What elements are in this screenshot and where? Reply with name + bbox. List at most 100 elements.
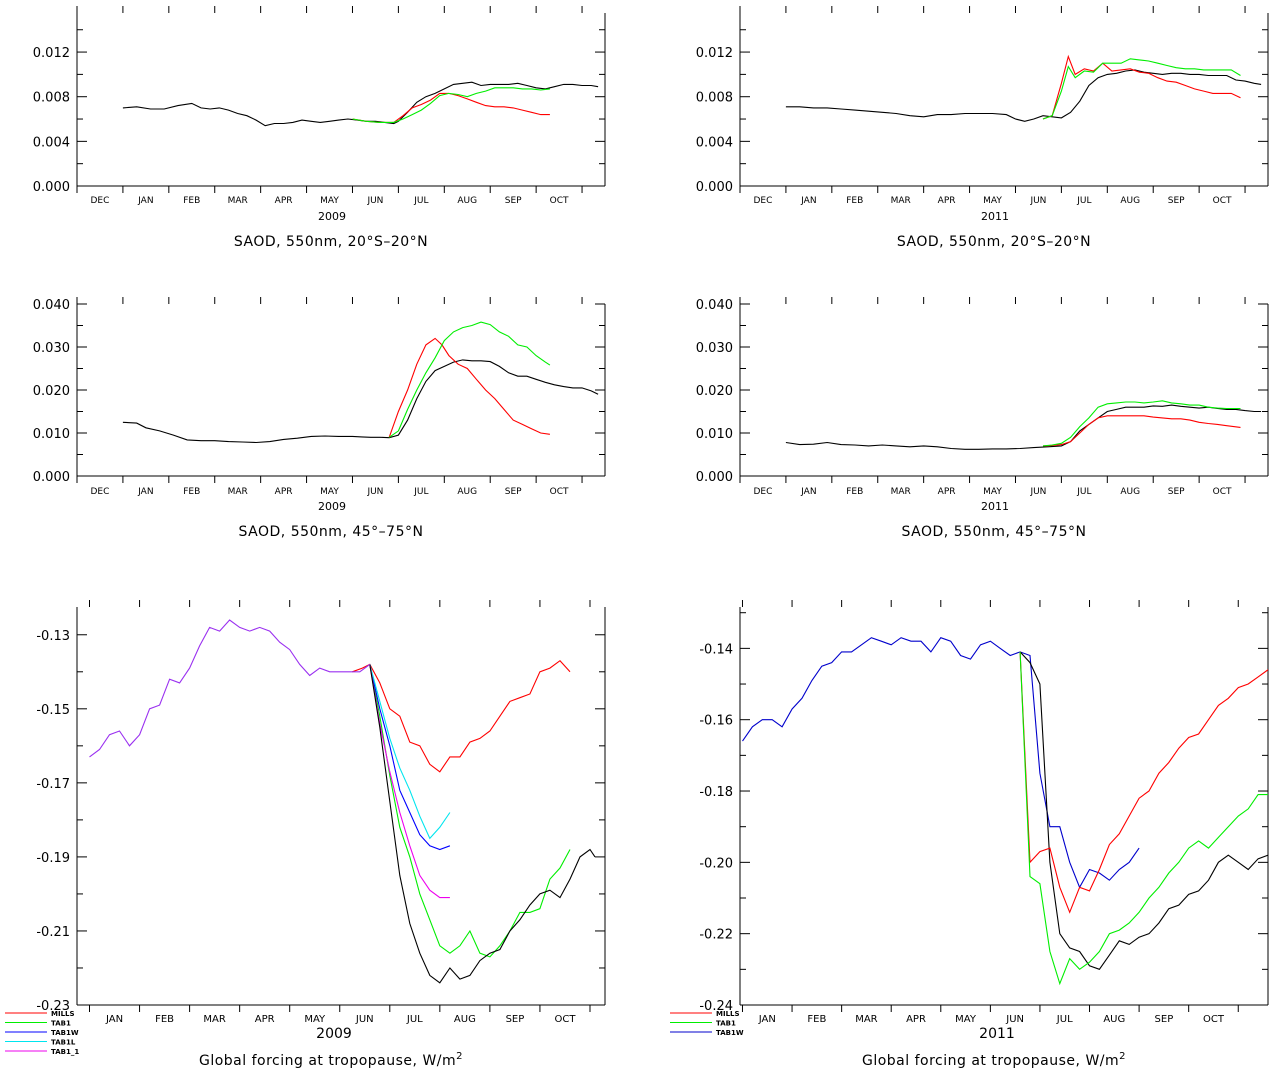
y-tick-label: -0.24 — [699, 999, 733, 1014]
legend-label: TAB1W — [51, 1029, 79, 1037]
month-label: MAR — [891, 196, 911, 206]
series-line — [1042, 400, 1241, 447]
month-label: AUG — [1120, 487, 1140, 497]
y-tick-label: -0.22 — [699, 928, 733, 943]
month-label: MAY — [320, 196, 339, 206]
month-label: OCT — [1203, 1014, 1225, 1025]
legend-label: TAB1 — [51, 1020, 71, 1028]
series-line — [388, 337, 550, 438]
month-label: MAR — [855, 1014, 877, 1025]
month-label: JUN — [355, 1014, 374, 1025]
month-label: JUL — [413, 196, 428, 206]
series-line — [1019, 651, 1268, 970]
month-label: JUL — [1056, 1014, 1073, 1025]
year-label: 2011 — [981, 500, 1009, 513]
y-tick-label: -0.16 — [699, 714, 733, 729]
month-label: APR — [906, 1014, 926, 1025]
month-label: JAN — [800, 196, 816, 206]
month-label: JAN — [800, 487, 816, 497]
series-line — [388, 321, 551, 438]
y-tick-label: 0.000 — [33, 470, 70, 485]
series-line — [122, 359, 599, 444]
month-label: APR — [275, 487, 293, 497]
caption-text: Global forcing at tropopause, W/m — [862, 1053, 1119, 1069]
legend-label: MILLS — [51, 1010, 75, 1018]
month-label: SEP — [506, 1014, 525, 1025]
series-line — [122, 81, 599, 127]
series-line — [1019, 651, 1268, 914]
caption-text: SAOD, 550nm, 20°S–20°N — [234, 234, 428, 250]
y-tick-label: 0.004 — [696, 135, 733, 150]
month-label: FEB — [155, 1014, 174, 1025]
month-label: FEB — [807, 1014, 826, 1025]
month-label: JUN — [366, 487, 383, 497]
y-tick-label: 0.000 — [696, 180, 733, 195]
chart-caption: Global forcing at tropopause, W/m2 — [862, 1051, 1126, 1069]
caption-superscript: 2 — [456, 1051, 463, 1062]
month-label: JAN — [105, 1014, 123, 1025]
y-tick-label: -0.14 — [699, 642, 733, 657]
month-label: DEC — [91, 196, 110, 206]
caption-superscript: 2 — [1119, 1051, 1126, 1062]
y-tick-label: 0.012 — [33, 46, 70, 61]
chart-caption: SAOD, 550nm, 45°–75°N — [902, 524, 1087, 540]
month-label: OCT — [550, 196, 569, 206]
y-tick-label: -0.19 — [36, 851, 70, 866]
year-label: 2011 — [981, 210, 1009, 223]
legend-label: TAB1_1 — [51, 1048, 79, 1056]
month-label: FEB — [846, 487, 863, 497]
month-label: MAY — [320, 487, 339, 497]
month-label: OCT — [550, 487, 569, 497]
month-label: APR — [938, 487, 956, 497]
y-tick-label: 0.020 — [696, 384, 733, 399]
month-label: MAR — [891, 487, 911, 497]
month-label: SEP — [1168, 196, 1185, 206]
month-label: DEC — [91, 487, 110, 497]
chart-caption: SAOD, 550nm, 20°S–20°N — [234, 234, 428, 250]
y-tick-label: 0.012 — [696, 46, 733, 61]
series-line — [785, 69, 1262, 122]
series-line — [352, 659, 571, 773]
month-label: SEP — [505, 196, 522, 206]
month-label: AUG — [1103, 1014, 1125, 1025]
month-label: JUL — [413, 487, 428, 497]
month-label: SEP — [1168, 487, 1185, 497]
chart-caption: Global forcing at tropopause, W/m2 — [199, 1051, 463, 1069]
y-tick-label: 0.008 — [696, 91, 733, 106]
y-tick-label: 0.008 — [33, 91, 70, 106]
series-line — [369, 664, 571, 958]
month-label: DEC — [754, 196, 773, 206]
series-line — [369, 664, 451, 840]
month-label: DEC — [754, 487, 773, 497]
y-tick-label: 0.004 — [33, 135, 70, 150]
caption-text: Global forcing at tropopause, W/m — [199, 1053, 456, 1069]
y-tick-label: -0.13 — [36, 629, 70, 644]
caption-text: SAOD, 550nm, 45°–75°N — [239, 524, 424, 540]
series-line — [1042, 54, 1241, 120]
month-label: JUN — [1029, 487, 1046, 497]
caption-text: SAOD, 550nm, 45°–75°N — [902, 524, 1087, 540]
month-label: FEB — [846, 196, 863, 206]
panel-p1: 0.000 0.004 0.008 0.012 DEC JAN FEB MAR APR MAY JU… — [33, 6, 606, 250]
month-label: AUG — [454, 1014, 476, 1025]
legend-label: TAB1 — [716, 1020, 736, 1028]
y-tick-label: 0.000 — [33, 180, 70, 195]
legend-label: TAB1W — [716, 1029, 744, 1037]
month-label: JAN — [137, 196, 153, 206]
y-tick-label: 0.020 — [33, 384, 70, 399]
y-tick-label: -0.21 — [36, 925, 70, 940]
y-tick-label: -0.17 — [36, 777, 70, 792]
month-label: SEP — [1155, 1014, 1174, 1025]
y-tick-label: 0.040 — [696, 298, 733, 313]
year-label: 2011 — [979, 1026, 1015, 1042]
chart-caption: SAOD, 550nm, 20°S–20°N — [897, 234, 1091, 250]
series-line — [89, 619, 371, 758]
panel-p6: -0.24 -0.22 -0.20 -0.18 -0.16 -0.14 JAN FEB MAR A… — [670, 600, 1269, 1069]
month-label: FEB — [183, 196, 200, 206]
series-line — [369, 664, 596, 984]
month-label: MAY — [304, 1014, 326, 1025]
month-label: JAN — [137, 487, 153, 497]
month-label: JAN — [758, 1014, 776, 1025]
panel-p5: -0.23 -0.21 -0.19 -0.17 -0.15 -0.13 JAN FEB MAR A… — [5, 600, 606, 1069]
